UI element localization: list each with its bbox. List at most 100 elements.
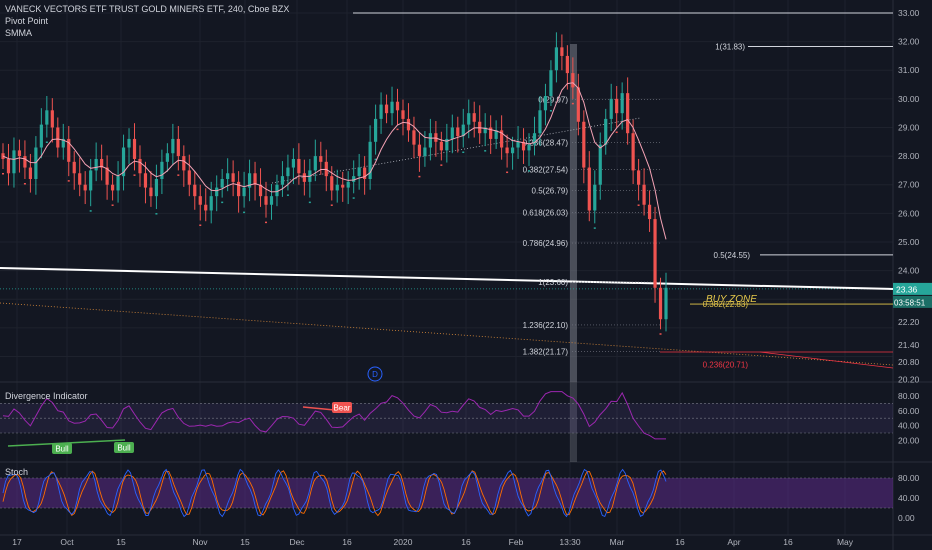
pivot-mark [67, 180, 70, 182]
pivot-mark [308, 201, 311, 204]
last-price-tag [893, 282, 932, 295]
candle-body [138, 158, 142, 174]
candle-body [89, 170, 93, 191]
candles [1, 32, 668, 335]
time-tick: Dec [289, 537, 305, 547]
pivot-mark [549, 110, 552, 112]
price-tick: 30.00 [898, 94, 920, 104]
price-tick: 24.00 [898, 266, 920, 276]
candle-body [45, 110, 49, 125]
divergence-pane-title[interactable]: Divergence Indicator [5, 391, 88, 401]
candle-body [467, 113, 471, 125]
time-tick: 13:30 [559, 537, 581, 547]
candle-body [363, 167, 367, 179]
candle-body [319, 156, 323, 162]
candle-body [39, 124, 43, 148]
candle-body [226, 173, 230, 179]
pivot-mark [528, 170, 531, 172]
time-tick: 15 [116, 537, 126, 547]
fib-level-label: 1(23.60) [538, 278, 568, 287]
candle-body [549, 70, 553, 96]
dotted-trend-line [0, 302, 894, 366]
pivot-mark [418, 175, 421, 178]
candle-body [406, 118, 411, 131]
stoch-tick: 0.00 [898, 513, 915, 523]
pivot-mark [440, 164, 443, 166]
candle-body [12, 150, 16, 174]
fib-level-label: 0.236(28.47) [523, 139, 569, 148]
stoch-pane-title[interactable]: Stoch [5, 467, 29, 477]
candle-body [401, 110, 405, 119]
candle-body [127, 138, 131, 148]
candle-body [330, 176, 334, 191]
price-tick: 21.40 [898, 340, 920, 350]
candle-body [302, 173, 306, 182]
fib-level-label: 0.618(26.03) [523, 208, 569, 217]
countdown-value: 03:58:51 [894, 298, 926, 307]
candle-body [631, 133, 635, 171]
candle-body [615, 98, 619, 114]
candle-body [483, 127, 487, 134]
candle-body [247, 173, 252, 188]
fib-level-label: 1(31.83) [715, 42, 745, 51]
pivot-mark [23, 182, 26, 185]
stoch-pane: 80.00 40.00 0.00 [0, 468, 920, 523]
candle-body [609, 98, 613, 119]
candle-body [379, 104, 383, 119]
candle-body [198, 196, 202, 205]
trend-line [0, 267, 894, 290]
rsi-tick: 20.00 [898, 435, 920, 445]
candle-body [352, 176, 356, 182]
candle-body [67, 138, 71, 162]
candle-body [83, 184, 87, 191]
candle-body [313, 156, 317, 171]
indicator-smma-label[interactable]: SMMA [5, 28, 32, 38]
fib-level-label: 0(29.97) [538, 96, 568, 105]
bull-tag [114, 442, 134, 453]
candle-body [6, 158, 11, 174]
price-tick: 32.00 [898, 37, 920, 47]
pivot-mark [484, 150, 487, 152]
pivot-mark [615, 131, 618, 133]
chart-drawings: 0(29.97) 0.236(28.47) 0.382(27.54) 0.5(26.7… [0, 12, 894, 462]
candle-body [505, 147, 509, 154]
indicator-pivot-label[interactable]: Pivot Point [5, 16, 49, 26]
session-highlight [570, 382, 577, 462]
price-tick: 28.00 [898, 151, 920, 161]
time-tick: 15 [240, 537, 250, 547]
time-tick: Oct [60, 537, 74, 547]
candle-body [637, 170, 641, 185]
fib-level-line [759, 351, 894, 369]
pivot-mark [2, 172, 4, 175]
candle-body [626, 93, 630, 134]
pivot-mark [221, 201, 224, 204]
candle-body [489, 127, 493, 139]
candle-body [17, 150, 22, 157]
candle-body [472, 113, 476, 122]
candle-body [209, 196, 213, 211]
pivot-mark [659, 333, 662, 335]
candle-body [461, 124, 465, 137]
candle-body [121, 147, 126, 177]
stoch-tick: 40.00 [898, 493, 920, 503]
time-tick: Feb [509, 537, 524, 547]
rsi-tick: 60.00 [898, 406, 920, 416]
time-tick: 16 [461, 537, 471, 547]
candle-body [384, 104, 389, 114]
candle-body [34, 147, 38, 179]
price-tick: 25.00 [898, 237, 920, 247]
pivot-mark [177, 174, 180, 176]
pivot-mark [89, 210, 92, 212]
candle-body [373, 118, 378, 142]
stoch-tick: 80.00 [898, 473, 920, 483]
pivot-mark [593, 227, 596, 229]
candle-body [171, 138, 175, 154]
candle-body [450, 127, 454, 139]
fib-level-label: 0.382(22.83) [703, 300, 749, 309]
candle-body [61, 138, 65, 148]
candle-body [215, 187, 219, 197]
candle-body [500, 130, 504, 148]
candle-body [275, 184, 279, 197]
